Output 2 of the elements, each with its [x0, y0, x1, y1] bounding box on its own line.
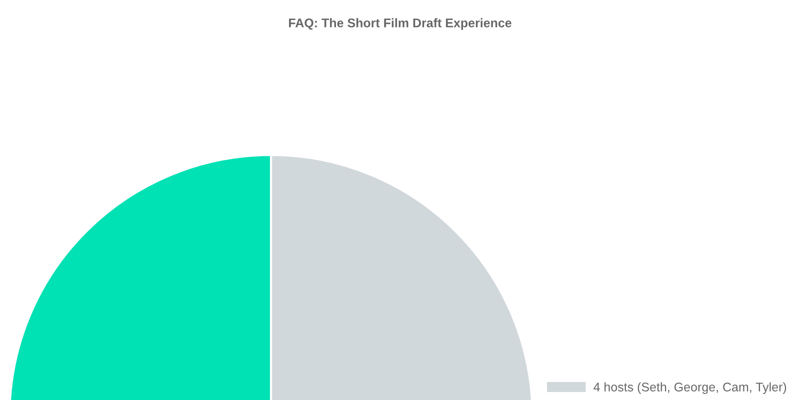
chart-title: FAQ: The Short Film Draft Experience	[289, 18, 512, 30]
legend-label: 4 hosts (Seth, George, Cam, Tyler)	[594, 382, 786, 394]
